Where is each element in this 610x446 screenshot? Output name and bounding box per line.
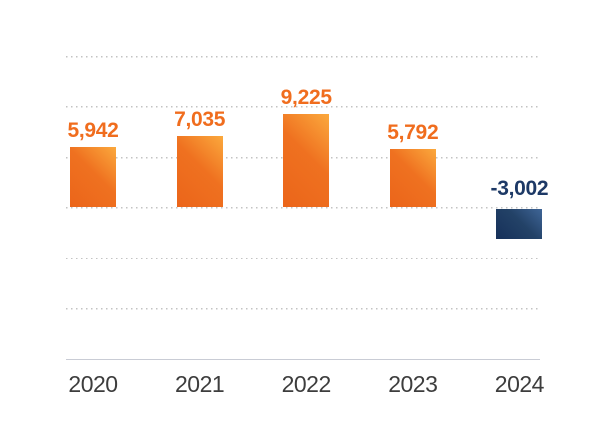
gridline--5000 <box>66 257 540 260</box>
gridline-15000 <box>66 55 540 58</box>
value-label-2023: 5,792 <box>387 120 439 144</box>
bar-2020 <box>70 147 116 207</box>
gridline--10000 <box>66 307 540 310</box>
x-tick-2023: 2023 <box>388 371 438 397</box>
bar-2021 <box>176 136 223 207</box>
x-tick-2022: 2022 <box>281 371 332 397</box>
x-tick-2024: 2024 <box>494 371 545 397</box>
value-label-2021: 7,035 <box>174 108 226 132</box>
x-axis-line <box>66 359 540 360</box>
x-tick-2021: 2021 <box>175 371 225 397</box>
bar-2023 <box>389 148 436 207</box>
gridline-10000 <box>66 106 540 109</box>
bar-2024 <box>496 208 543 239</box>
value-label-2022: 9,225 <box>280 86 332 110</box>
value-label-2024: -3,002 <box>490 177 549 200</box>
x-tick-2020: 2020 <box>68 371 118 397</box>
bar-2022 <box>283 114 330 207</box>
gridline-0 <box>66 207 540 209</box>
value-label-2020: 5,942 <box>67 119 119 143</box>
